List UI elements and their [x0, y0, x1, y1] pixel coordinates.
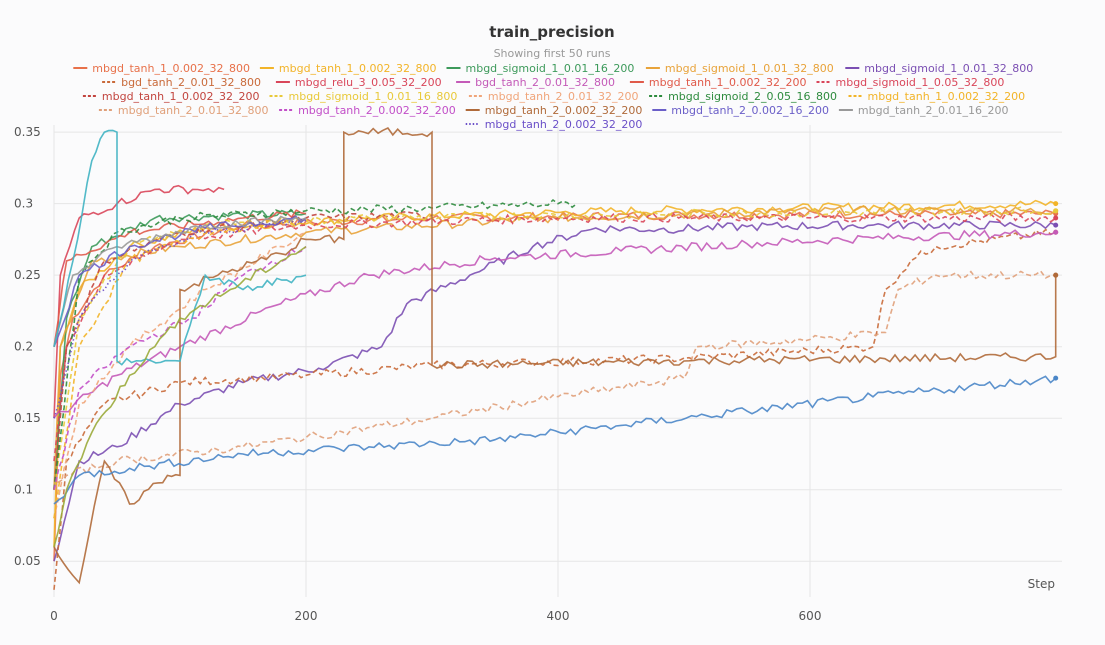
series-line[interactable]	[53, 126, 1057, 585]
legend-label: mbgd_tanh_2_0.002_32_200	[485, 104, 643, 117]
legend-label: mbgd_sigmoid_1_0.01_32_800	[864, 62, 1033, 75]
series-line[interactable]	[53, 129, 307, 366]
legend-item[interactable]: mbgd_sigmoid_2_0.05_16_800	[649, 90, 837, 103]
legend-label: mbgd_tanh_1_0.002_32_800	[279, 62, 437, 75]
legend-item[interactable]: mbgd_sigmoid_1_0.05_32_800	[816, 76, 1005, 89]
legend-label: mbgd_tanh_1_0.002_32_200	[102, 90, 260, 103]
series-end-point	[1053, 201, 1059, 207]
legend-label: mbgd_tanh_1_0.002_32_800	[92, 62, 250, 75]
series-end-point	[1053, 375, 1059, 381]
x-tick-label: 600	[799, 609, 822, 623]
legend-label: mbgd_tanh_2_0.002_32_200	[485, 118, 643, 131]
legend-label: mbgd_sigmoid_1_0.01_16_200	[466, 62, 635, 75]
series-line[interactable]	[53, 205, 1057, 490]
legend-item[interactable]: mbgd_sigmoid_1_0.01_16_200	[446, 62, 635, 75]
series-line[interactable]	[53, 245, 307, 548]
x-tick-label: 400	[547, 609, 570, 623]
series-line[interactable]	[53, 206, 1057, 490]
series-line[interactable]	[53, 218, 307, 419]
y-tick-label: 0.25	[14, 268, 41, 282]
legend-item[interactable]: mbgd_sigmoid_1_0.01_16_800	[269, 90, 458, 103]
series-end-point	[1053, 208, 1059, 214]
y-tick-label: 0.2	[14, 340, 33, 354]
series-line[interactable]	[53, 212, 1057, 462]
legend-item[interactable]: mbgd_tanh_1_0.002_32_800	[259, 62, 437, 75]
x-tick-label: 0	[50, 609, 58, 623]
x-tick-label: 200	[295, 609, 318, 623]
legend-label: bgd_tanh_2_0.01_32_800	[475, 76, 615, 89]
series-line[interactable]	[53, 209, 307, 490]
legend-item[interactable]: mbgd_tanh_2_0.01_16_200	[838, 104, 1009, 117]
legend-label: mbgd_tanh_2_0.01_32_200	[488, 90, 639, 103]
legend-label: mbgd_sigmoid_1_0.01_16_800	[289, 90, 458, 103]
y-tick-label: 0.1	[14, 483, 33, 497]
series-lines	[53, 126, 1059, 590]
series-line[interactable]	[53, 208, 1056, 562]
legend-item[interactable]: mbgd_tanh_2_0.002_16_200	[652, 104, 829, 117]
y-tick-label: 0.3	[14, 197, 33, 211]
legend-label: mbgd_tanh_1_0.002_32_200	[649, 76, 807, 89]
legend-item[interactable]: bgd_tanh_2_0.01_32_800	[102, 76, 261, 89]
chart-subtitle: Showing first 50 runs	[494, 47, 611, 60]
legend-item[interactable]: mbgd_tanh_2_0.01_32_800	[98, 104, 269, 117]
series-line[interactable]	[53, 211, 433, 490]
legend-item[interactable]: mbgd_tanh_1_0.002_32_200	[848, 90, 1026, 103]
series-line[interactable]	[53, 270, 1056, 491]
series-line[interactable]	[53, 231, 307, 519]
legend-item[interactable]: mbgd_tanh_2_0.002_32_200	[279, 104, 456, 117]
legend-item[interactable]: mbgd_tanh_1_0.002_32_200	[629, 76, 807, 89]
legend-label: mbgd_sigmoid_1_0.05_32_800	[836, 76, 1005, 89]
series-line[interactable]	[53, 199, 1056, 547]
legend-item[interactable]: mbgd_tanh_2_0.01_32_200	[468, 90, 639, 103]
y-tick-label: 0.15	[14, 411, 41, 425]
y-tick-label: 0.05	[14, 554, 41, 568]
legend-item[interactable]: mbgd_tanh_1_0.002_32_800	[73, 62, 250, 75]
legend-label: mbgd_tanh_2_0.002_16_200	[671, 104, 829, 117]
legend-item[interactable]: mbgd_sigmoid_1_0.01_32_800	[645, 62, 834, 75]
legend-item[interactable]: mbgd_relu_3_0.05_32_200	[275, 76, 442, 89]
series-line[interactable]	[53, 184, 225, 419]
legend-label: mbgd_relu_3_0.05_32_200	[295, 76, 442, 89]
legend: mbgd_tanh_1_0.002_32_800 mbgd_tanh_1_0.00…	[73, 62, 1033, 131]
legend-item[interactable]: mbgd_tanh_2_0.002_32_200	[465, 104, 643, 117]
series-line[interactable]	[53, 198, 578, 490]
series-line[interactable]	[53, 229, 1057, 419]
legend-item[interactable]: mbgd_tanh_1_0.002_32_200	[82, 90, 260, 103]
legend-label: mbgd_tanh_1_0.002_32_200	[868, 90, 1026, 103]
legend-item[interactable]: mbgd_tanh_2_0.002_32_200	[465, 118, 643, 131]
chart-title: train_precision	[489, 23, 614, 41]
series-end-point	[1053, 215, 1059, 221]
y-tick-label: 0.35	[14, 125, 41, 139]
series-line[interactable]	[53, 215, 307, 347]
series-end-point	[1053, 272, 1059, 278]
legend-label: mbgd_sigmoid_2_0.05_16_800	[668, 90, 837, 103]
series-end-point	[1053, 222, 1059, 228]
series-line[interactable]	[53, 215, 307, 347]
series-line[interactable]	[53, 228, 1056, 590]
legend-label: bgd_tanh_2_0.01_32_800	[121, 76, 261, 89]
legend-item[interactable]: mbgd_sigmoid_1_0.01_32_800	[845, 62, 1033, 75]
legend-label: mbgd_sigmoid_1_0.01_32_800	[665, 62, 834, 75]
series-line[interactable]	[53, 220, 1057, 562]
series-line[interactable]	[53, 375, 1057, 505]
legend-label: mbgd_tanh_2_0.002_32_200	[298, 104, 456, 117]
series-end-point	[1053, 229, 1059, 235]
y-axis: 0.05 0.1 0.15 0.2 0.25 0.3 0.35	[14, 125, 41, 568]
x-axis: 0 200 400 600	[50, 609, 821, 623]
x-axis-title: Step	[1028, 577, 1055, 591]
legend-label: mbgd_tanh_2_0.01_32_800	[118, 104, 269, 117]
legend-item[interactable]: bgd_tanh_2_0.01_32_800	[456, 76, 615, 89]
legend-label: mbgd_tanh_2_0.01_16_200	[858, 104, 1009, 117]
